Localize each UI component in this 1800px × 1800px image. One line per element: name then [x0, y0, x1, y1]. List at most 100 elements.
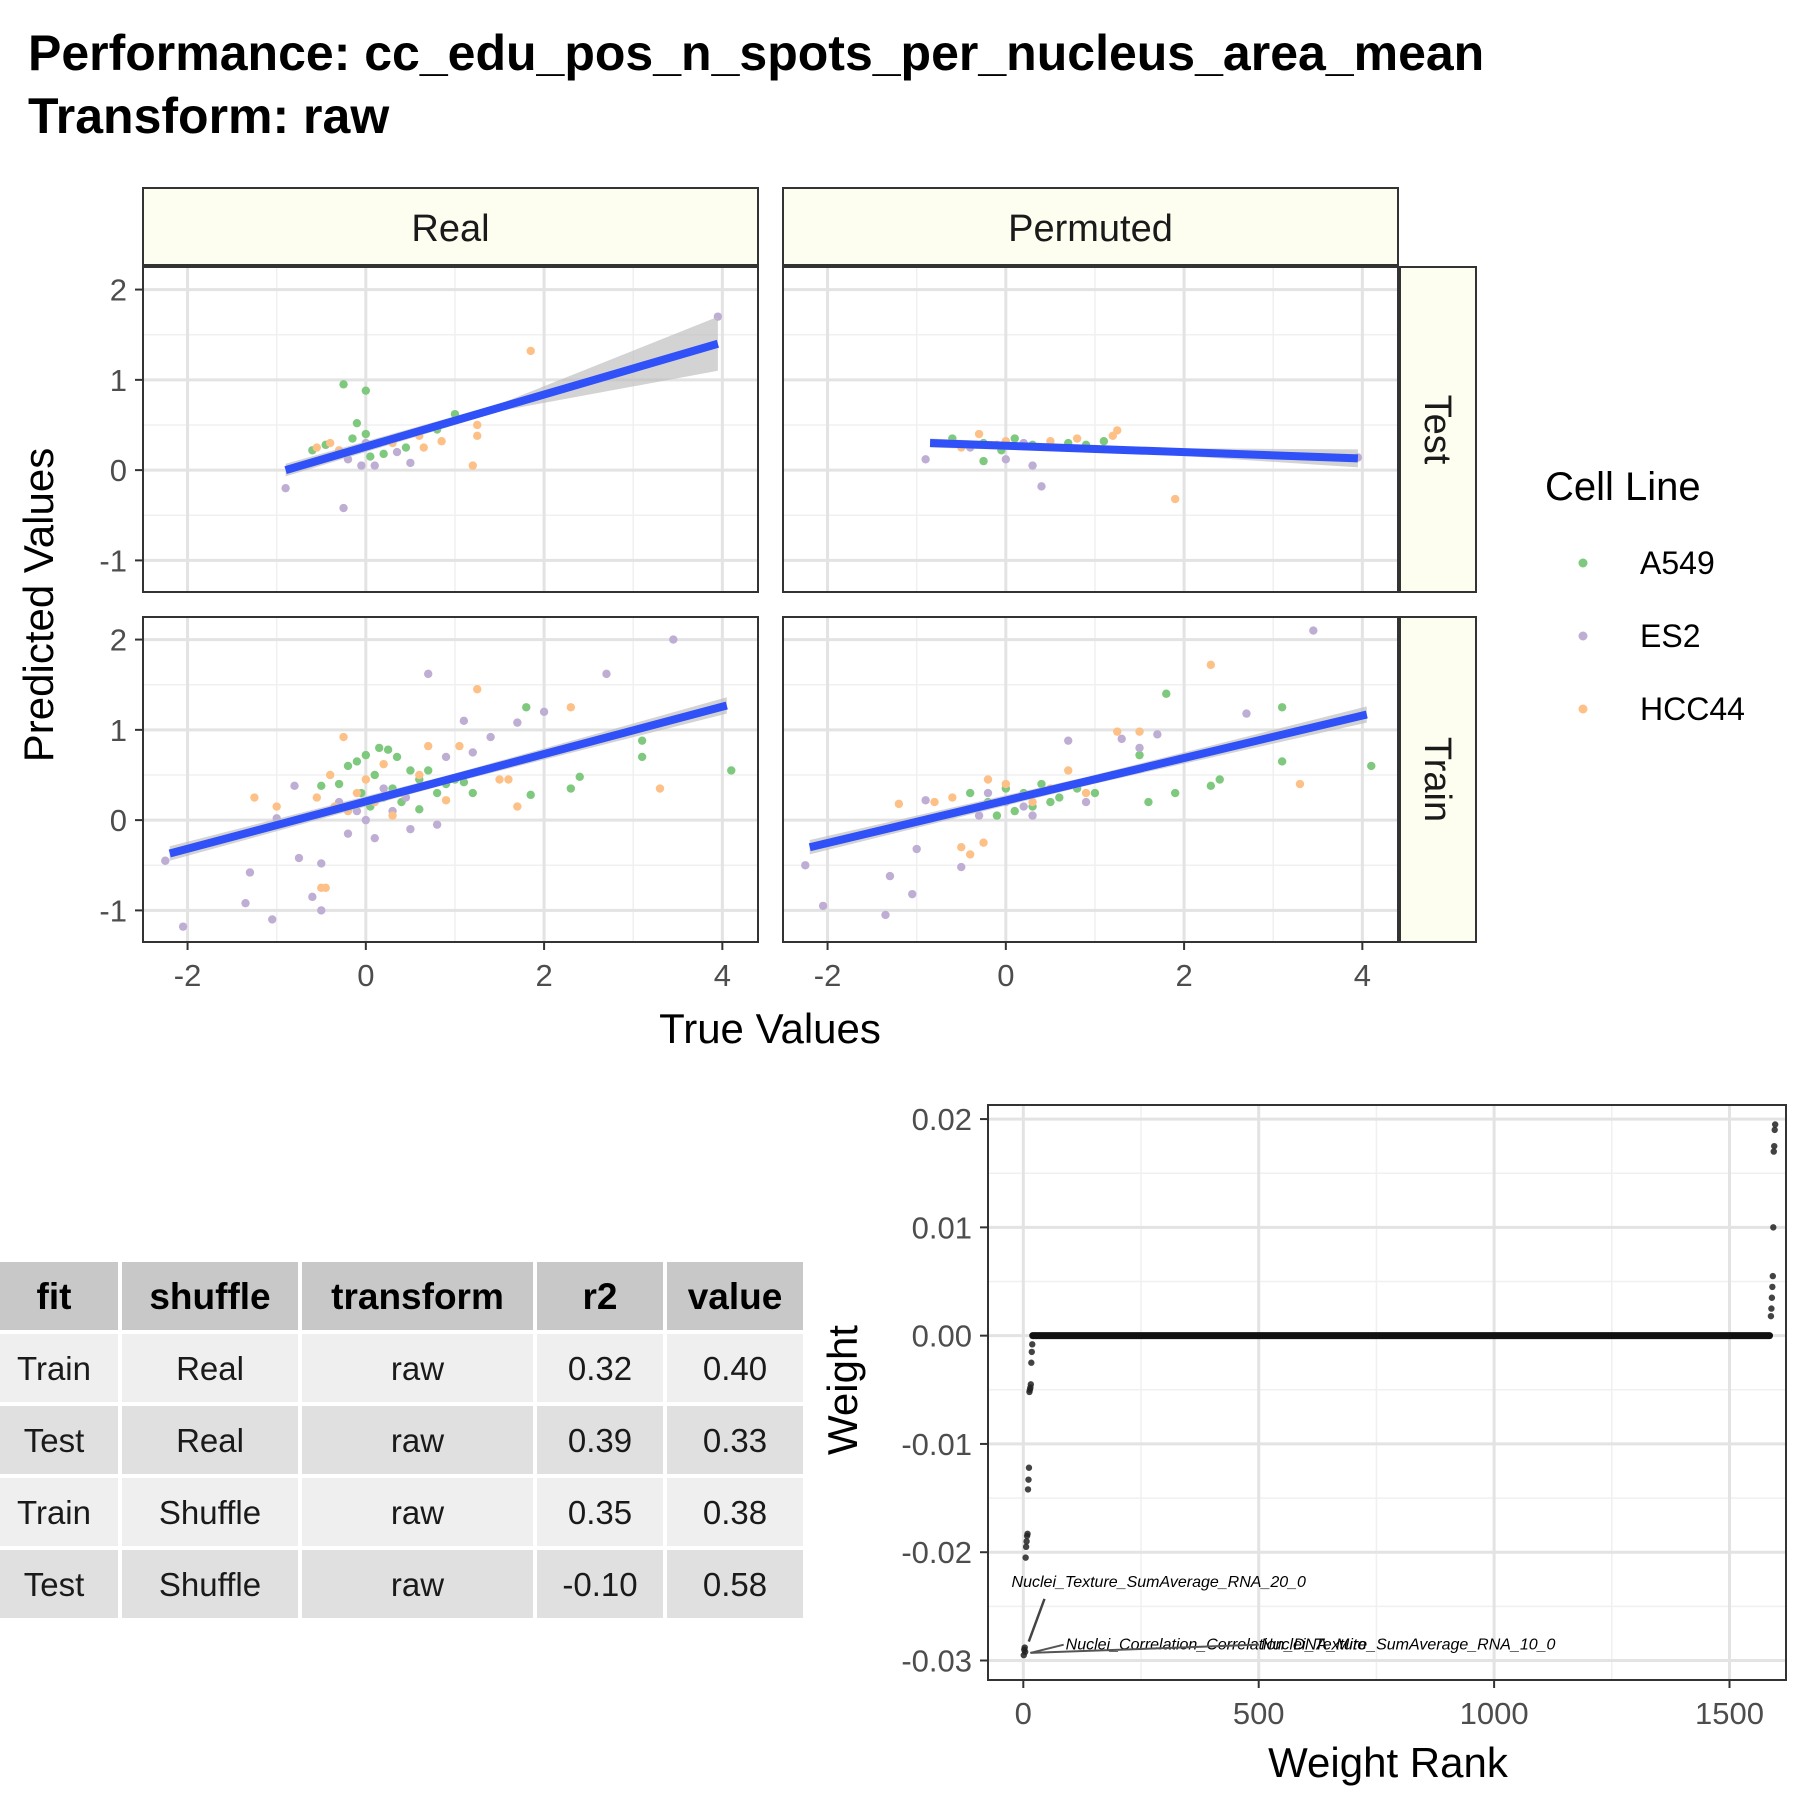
- table-header-transform: transform: [331, 1276, 504, 1317]
- x-tick-label: 0: [997, 958, 1014, 993]
- data-point-hcc44: [473, 420, 482, 430]
- data-point-hcc44: [1028, 797, 1037, 807]
- table-cell-bg: [0, 1334, 118, 1402]
- legend-label-es2: ES2: [1640, 618, 1700, 654]
- data-point-es2: [370, 461, 379, 470]
- data-point-hcc44: [983, 775, 993, 784]
- data-point-a549: [361, 429, 371, 439]
- data-point-hcc44: [312, 793, 322, 802]
- facet-label-train: Train: [1416, 737, 1458, 822]
- data-point-es2: [178, 922, 188, 931]
- regression-line: [168, 701, 728, 858]
- y-tick-label: 2: [110, 623, 127, 658]
- data-point-es2: [294, 853, 304, 863]
- data-point-hcc44: [1295, 779, 1305, 789]
- data-point-hcc44: [325, 770, 335, 780]
- table-header-fit: fit: [37, 1276, 72, 1317]
- data-point-hcc44: [473, 685, 482, 694]
- metrics-table: fit shuffle transform r2 value Train Real raw 0.…: [0, 1262, 803, 1618]
- table-cell-bg: [537, 1478, 663, 1546]
- data-point-hcc44: [388, 811, 397, 820]
- data-point-hcc44: [979, 838, 988, 847]
- data-point-a549: [992, 811, 1002, 820]
- data-point-hcc44: [1135, 727, 1144, 736]
- data-point-hcc44: [473, 431, 482, 441]
- table-cell-bg: [537, 1334, 663, 1402]
- regression-line: [808, 710, 1368, 852]
- x-tick-label: 500: [1233, 1696, 1285, 1731]
- data-point-hcc44: [468, 461, 477, 470]
- data-point-es2: [1028, 461, 1037, 470]
- data-point-hcc44: [1001, 779, 1011, 789]
- data-point-es2: [881, 910, 890, 920]
- legend-key-es2: [1578, 631, 1588, 641]
- table-cell-transform: raw: [391, 1494, 444, 1531]
- data-point-a549: [374, 743, 384, 753]
- data-point-a549: [424, 766, 433, 775]
- data-point-hcc44: [379, 759, 388, 769]
- table-header-shuffle: shuffle: [149, 1276, 270, 1317]
- data-point-a549: [432, 788, 442, 798]
- data-point-a549: [637, 752, 647, 762]
- data-point-es2: [1028, 811, 1037, 820]
- data-point-es2: [1153, 730, 1162, 739]
- data-point-es2: [983, 788, 993, 798]
- data-point-a549: [1277, 703, 1287, 712]
- x-tick-label: 4: [1354, 958, 1371, 993]
- table-cell-fit: Test: [24, 1566, 85, 1603]
- x-tick-label: -2: [814, 958, 842, 993]
- table-cell-fit: Train: [17, 1350, 91, 1387]
- weight-point: [1771, 1126, 1778, 1134]
- table-cell-bg: [667, 1406, 803, 1474]
- data-point-hcc44: [1072, 434, 1082, 443]
- y-tick-label: -1: [99, 543, 127, 578]
- data-point-hcc44: [419, 443, 428, 452]
- x-axis-title-weights: Weight Rank: [1268, 1739, 1509, 1786]
- data-point-a549: [727, 766, 736, 775]
- weight-point: [1025, 1464, 1033, 1471]
- data-point-es2: [1019, 802, 1028, 811]
- panel-real-test: -1 0 1 2: [99, 266, 759, 593]
- data-point-a549: [1090, 788, 1100, 798]
- data-point-es2: [241, 898, 250, 908]
- weight-point: [1028, 1359, 1035, 1366]
- data-point-es2: [357, 461, 366, 470]
- table-cell-r2: 0.35: [568, 1494, 632, 1531]
- data-point-a549: [575, 772, 584, 781]
- table-cell-value: 0.33: [703, 1422, 767, 1459]
- weight-point: [1022, 1554, 1029, 1561]
- table-cell-shuffle: Shuffle: [159, 1566, 261, 1603]
- data-point-a549: [1215, 775, 1224, 784]
- table-header-value: value: [688, 1276, 783, 1317]
- data-point-a549: [1135, 750, 1144, 760]
- data-point-a549: [526, 790, 535, 800]
- data-point-es2: [432, 820, 442, 829]
- data-point-a549: [1046, 797, 1055, 807]
- table-cell-bg: [302, 1550, 533, 1618]
- panel-real-train: -1 0 1 2 -2 0 2 4: [99, 616, 759, 993]
- data-point-es2: [1135, 743, 1144, 753]
- data-point-hcc44: [312, 443, 322, 452]
- y-tick-label: 0: [110, 803, 127, 838]
- data-point-a549: [361, 750, 371, 760]
- data-point-es2: [392, 447, 402, 457]
- data-point-es2: [339, 503, 348, 513]
- y-tick-label: 0.02: [912, 1102, 972, 1137]
- data-point-es2: [281, 483, 290, 493]
- x-axis-title-facets: True Values: [659, 1005, 881, 1052]
- data-point-es2: [957, 862, 966, 872]
- data-point-a549: [468, 788, 477, 798]
- x-tick-label: 0: [1015, 1696, 1032, 1731]
- table-cell-value: 0.38: [703, 1494, 767, 1531]
- data-point-hcc44: [504, 775, 513, 784]
- panel-permuted-train: -2 0 2 4: [782, 616, 1399, 993]
- table-cell-fit: Test: [24, 1422, 85, 1459]
- table-header-cell: [0, 1262, 118, 1330]
- panel-border: [142, 616, 759, 943]
- weight-point: [1028, 1348, 1035, 1356]
- table-cell-value: 0.58: [703, 1566, 767, 1603]
- table-cell-bg: [122, 1550, 298, 1618]
- data-point-a549: [383, 745, 393, 754]
- table-header-r2: r2: [583, 1276, 618, 1317]
- data-point-es2: [1064, 736, 1073, 745]
